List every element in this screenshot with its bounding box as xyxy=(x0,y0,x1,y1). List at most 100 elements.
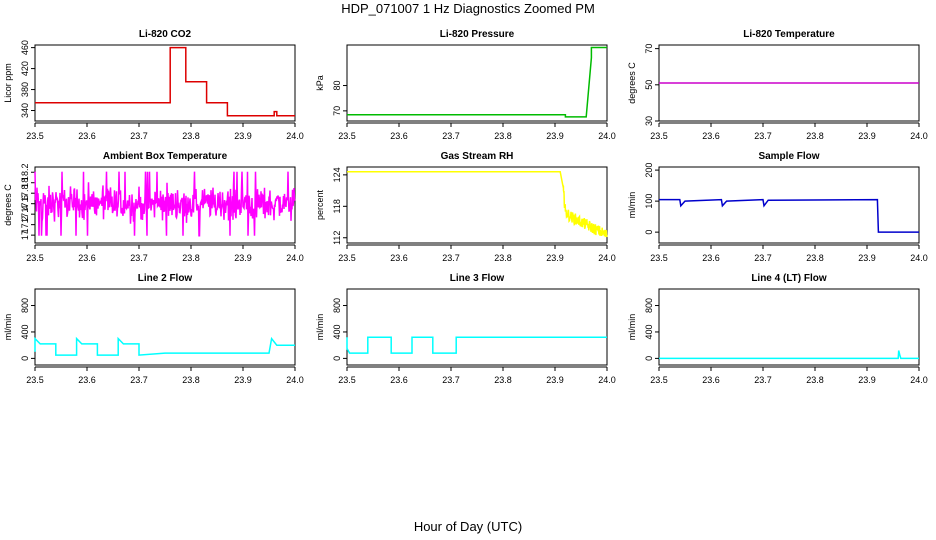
figure-title: HDP_071007 1 Hz Diagnostics Zoomed PM xyxy=(341,1,595,16)
x-tick-label: 23.8 xyxy=(806,375,824,385)
y-axis-label: ml/min xyxy=(627,192,637,219)
y-tick-label: 800 xyxy=(644,298,654,313)
x-tick-label: 23.7 xyxy=(130,253,148,263)
x-tick-label: 23.7 xyxy=(442,375,460,385)
panel-title: Sample Flow xyxy=(758,151,819,162)
x-tick-label: 23.5 xyxy=(338,375,356,385)
x-tick-label: 24.0 xyxy=(598,253,616,263)
panel-title: Li-820 Pressure xyxy=(440,29,515,40)
x-tick-label: 23.7 xyxy=(754,253,772,263)
series-line xyxy=(347,170,608,238)
x-tick-label: 23.6 xyxy=(702,131,720,141)
y-tick-label: 800 xyxy=(332,298,342,313)
x-tick-label: 23.7 xyxy=(754,375,772,385)
plot-frame xyxy=(658,288,920,366)
y-tick-label: 420 xyxy=(20,61,30,76)
x-tick-label: 23.5 xyxy=(650,253,668,263)
x-tick-label: 23.5 xyxy=(26,375,44,385)
x-tick-label: 23.5 xyxy=(338,131,356,141)
y-axis-label: kPa xyxy=(315,75,325,91)
y-tick-label: 112 xyxy=(332,231,342,245)
x-tick-label: 23.9 xyxy=(546,375,564,385)
y-tick-label: 340 xyxy=(20,103,30,118)
y-axis-label: ml/min xyxy=(3,314,13,341)
y-axis-label: ml/min xyxy=(315,314,325,341)
x-tick-label: 23.5 xyxy=(650,375,668,385)
x-tick-label: 23.9 xyxy=(234,253,252,263)
x-tick-label: 24.0 xyxy=(910,253,928,263)
series-line xyxy=(346,336,607,354)
chart-panel: Line 2 Flow ml/min 23.5 23.6 23.7 23.8 23.9 24.… xyxy=(3,273,304,385)
x-tick-label: 23.6 xyxy=(702,375,720,385)
series-line xyxy=(347,46,607,118)
x-tick-label: 23.8 xyxy=(494,375,512,385)
panel-title: Li-820 Temperature xyxy=(743,29,835,40)
y-axis-label: percent xyxy=(315,189,325,220)
y-tick-label: 100 xyxy=(644,194,654,209)
x-tick-label: 23.5 xyxy=(650,131,668,141)
plot-frame xyxy=(34,44,296,122)
y-tick-label: 400 xyxy=(20,324,30,339)
y-tick-label: 400 xyxy=(332,324,342,339)
y-tick-label: 460 xyxy=(20,40,30,55)
chart-panel: Li-820 Pressure kPa 23.5 23.6 23.7 23.8 23.9 24… xyxy=(315,29,616,141)
x-tick-label: 24.0 xyxy=(286,253,304,263)
y-tick-label: 17.6 xyxy=(20,195,30,213)
x-tick-label: 24.0 xyxy=(286,375,304,385)
x-tick-label: 23.8 xyxy=(806,131,824,141)
x-tick-label: 23.9 xyxy=(234,131,252,141)
chart-panel: Sample Flow ml/min 23.5 23.6 23.7 23.8 23.9 24.… xyxy=(627,151,928,263)
panel-title: Gas Stream RH xyxy=(441,151,514,162)
x-tick-label: 23.9 xyxy=(858,375,876,385)
plot-frame xyxy=(34,166,296,244)
x-tick-label: 23.7 xyxy=(754,131,772,141)
x-tick-label: 24.0 xyxy=(286,131,304,141)
series-line xyxy=(659,198,919,233)
chart-panel: Li-820 CO2 Licor ppm 23.5 23.6 23.7 23.8 23.9 2… xyxy=(3,29,304,141)
y-tick-label: 17.4 xyxy=(20,205,30,223)
x-tick-label: 23.7 xyxy=(130,375,148,385)
x-tick-label: 23.6 xyxy=(78,131,96,141)
x-tick-label: 23.9 xyxy=(858,253,876,263)
plot-frame xyxy=(658,166,920,244)
x-tick-label: 23.9 xyxy=(546,131,564,141)
y-tick-label: 17 xyxy=(20,230,30,240)
x-tick-label: 23.5 xyxy=(26,131,44,141)
y-tick-label: 118 xyxy=(332,199,342,213)
y-tick-label: 18 xyxy=(20,178,30,188)
y-axis-label: Licor ppm xyxy=(3,63,13,103)
x-tick-label: 24.0 xyxy=(598,131,616,141)
y-tick-label: 200 xyxy=(644,163,654,178)
x-tick-label: 23.9 xyxy=(858,131,876,141)
plot-frame xyxy=(346,44,608,122)
series-line xyxy=(34,336,295,356)
x-tick-label: 23.5 xyxy=(26,253,44,263)
x-tick-label: 23.8 xyxy=(182,253,200,263)
x-tick-label: 23.8 xyxy=(494,253,512,263)
y-tick-label: 17.2 xyxy=(20,216,30,234)
plot-frame xyxy=(34,288,296,366)
x-tick-label: 23.8 xyxy=(182,131,200,141)
y-tick-label: 70 xyxy=(332,106,342,116)
y-tick-label: 400 xyxy=(644,324,654,339)
x-tick-label: 23.8 xyxy=(494,131,512,141)
y-axis-label: degrees C xyxy=(627,62,637,104)
chart-panel: Ambient Box Temperature degrees C 23.5 23.6… xyxy=(3,151,304,263)
y-tick-label: 0 xyxy=(20,356,30,361)
series-line xyxy=(659,350,919,360)
x-tick-label: 23.6 xyxy=(78,375,96,385)
y-tick-label: 17.8 xyxy=(20,184,30,202)
plot-frame xyxy=(346,288,608,366)
series-line xyxy=(35,46,295,117)
panel-title: Line 2 Flow xyxy=(138,273,193,284)
x-tick-label: 23.5 xyxy=(338,253,356,263)
x-tick-label: 23.6 xyxy=(390,131,408,141)
x-tick-label: 23.6 xyxy=(390,253,408,263)
panel-title: Li-820 CO2 xyxy=(139,29,192,40)
x-tick-label: 23.6 xyxy=(390,375,408,385)
plot-frame xyxy=(346,166,608,244)
y-tick-label: 50 xyxy=(644,80,654,90)
y-axis-label: degrees C xyxy=(3,184,13,226)
x-tick-label: 23.8 xyxy=(182,375,200,385)
